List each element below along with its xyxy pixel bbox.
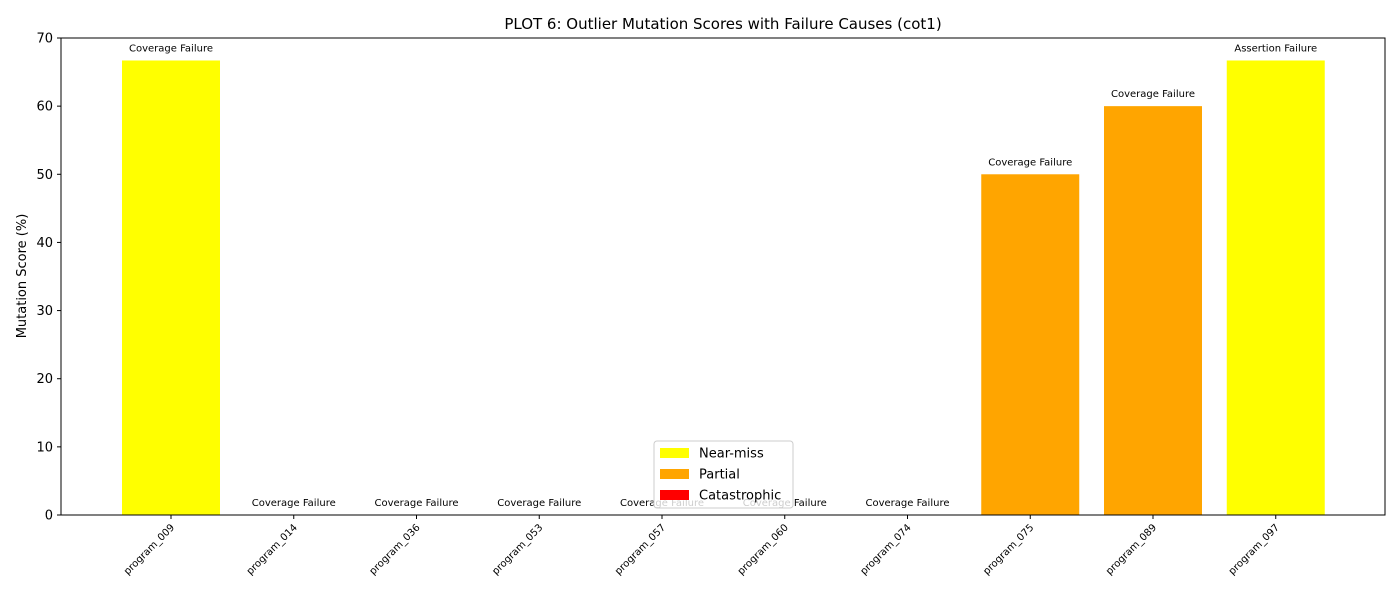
y-tick-label: 60 (36, 100, 53, 115)
bar-annotation: Coverage Failure (988, 157, 1072, 168)
x-tick-label: program_097 (1227, 522, 1282, 577)
x-axis-ticks: program_009 program_014 program_036 program… (122, 515, 1282, 577)
x-tick-label: program_009 (122, 522, 177, 577)
bar-annotation: Coverage Failure (1111, 89, 1195, 100)
y-tick-label: 20 (36, 372, 53, 387)
bar-annotation: Coverage Failure (129, 43, 213, 54)
bar-annotation: Coverage Failure (375, 498, 459, 509)
x-tick-label: program_036 (368, 522, 423, 577)
y-axis-label: Mutation Score (%) (15, 214, 30, 339)
y-tick-label: 40 (36, 236, 53, 251)
bar-program_009 (122, 60, 220, 515)
y-tick-label: 50 (36, 168, 53, 183)
x-tick-label: program_057 (613, 522, 668, 577)
y-tick-label: 30 (36, 304, 53, 319)
legend-swatch (660, 490, 689, 500)
y-tick-label: 70 (36, 32, 53, 47)
x-tick-label: program_014 (245, 522, 300, 577)
legend-swatch (660, 448, 689, 458)
legend: Near-miss Partial Catastrophic (653, 440, 794, 509)
y-tick-label: 0 (45, 509, 53, 524)
legend-label: Partial (699, 468, 740, 483)
chart-title: PLOT 6: Outlier Mutation Scores with Fai… (504, 15, 941, 33)
bars-layer (122, 60, 1325, 516)
x-tick-label: program_075 (981, 522, 1036, 577)
legend-swatch (660, 469, 689, 479)
x-tick-label: program_074 (859, 522, 914, 577)
y-axis-ticks: 0 10 20 30 40 50 60 70 (36, 32, 61, 524)
plot-frame (60, 37, 1386, 516)
x-tick-label: program_053 (490, 522, 545, 577)
bar-annotation: Coverage Failure (497, 498, 581, 509)
y-tick-label: 10 (36, 440, 53, 455)
bar-program_089 (1104, 106, 1202, 516)
legend-label: Catastrophic (699, 489, 781, 504)
bar-program_075 (981, 174, 1080, 516)
bar-program_097 (1226, 60, 1325, 515)
bar-annotation: Assertion Failure (1234, 43, 1317, 54)
bar-annotation: Coverage Failure (866, 498, 950, 509)
bar-annotation: Coverage Failure (252, 498, 336, 509)
x-tick-label: program_089 (1104, 522, 1159, 577)
legend-label: Near-miss (699, 447, 764, 462)
x-tick-label: program_060 (736, 522, 791, 577)
